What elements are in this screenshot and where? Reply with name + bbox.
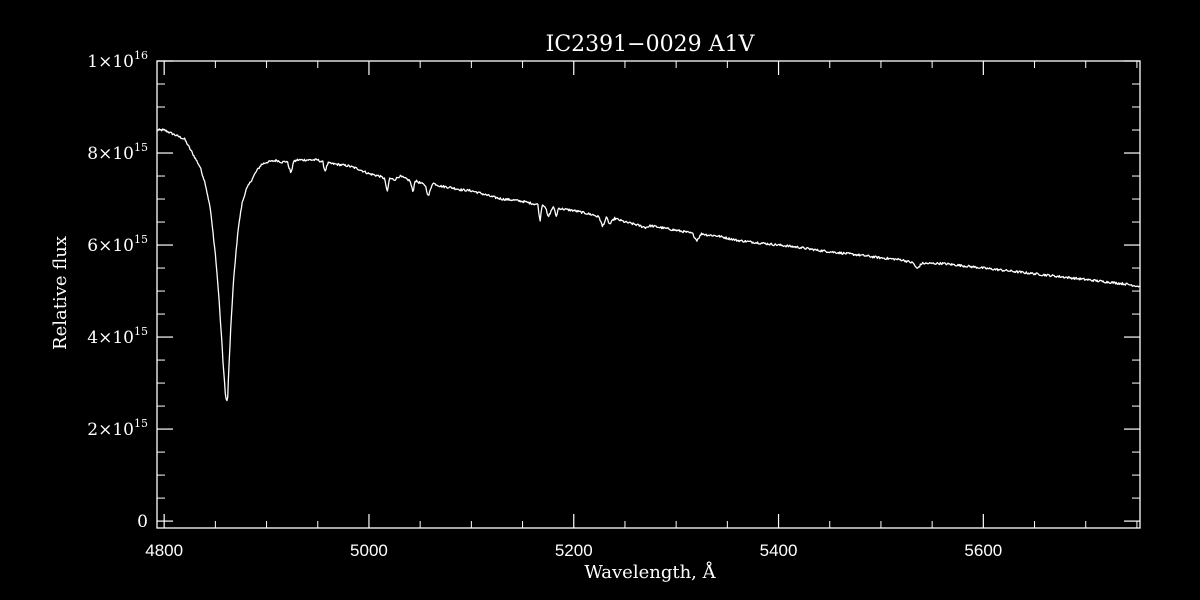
x-tick-label: 5400 (760, 541, 798, 560)
y-axis-label: Relative flux (50, 236, 71, 350)
x-tick-label: 4800 (145, 541, 183, 560)
plot-frame (156, 60, 1141, 529)
x-tick-label: 5600 (964, 541, 1002, 560)
y-tick-label: 1×1016 (87, 49, 148, 72)
x-axis-label: Wavelength, Å (584, 561, 716, 583)
y-tick-label: 4×1015 (87, 325, 148, 348)
y-tick-label: 6×1015 (87, 233, 148, 256)
x-tick-label: 5000 (350, 541, 388, 560)
y-tick-label: 0 (137, 512, 148, 532)
y-tick-label: 2×1015 (87, 417, 148, 440)
tick-labels: 4800 5000 5200 5400 5600 0 2×1015 4×1015 6×1015 8… (87, 49, 1002, 560)
y-tick-label: 8×1015 (87, 141, 148, 164)
x-tick-label: 5200 (555, 541, 593, 560)
chart-title: IC2391−0029 A1V (546, 32, 756, 57)
spectrum-line (156, 128, 1141, 402)
